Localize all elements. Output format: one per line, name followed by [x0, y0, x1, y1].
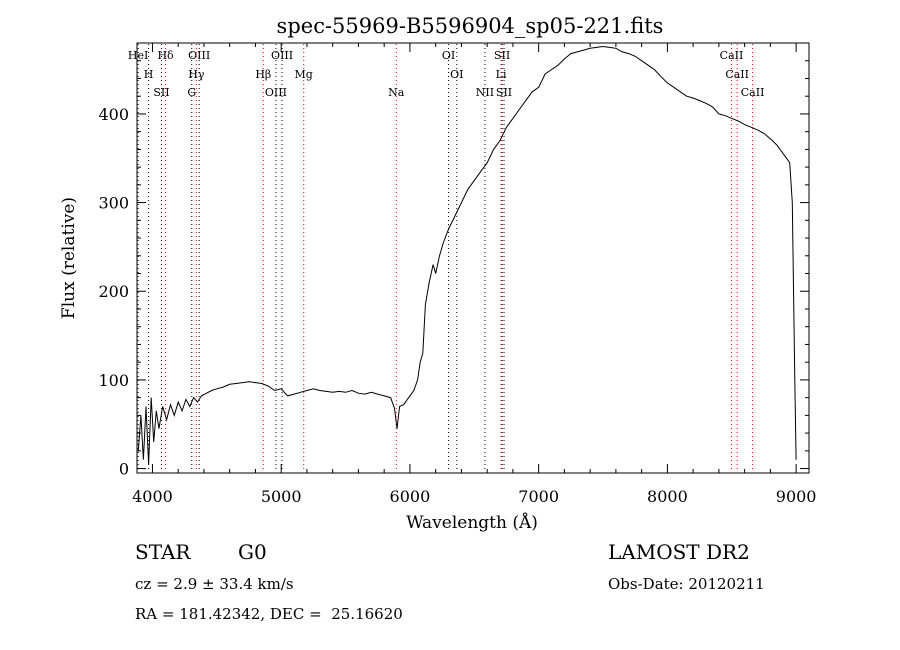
spectral-line-label: SII — [496, 86, 512, 99]
spectral-line-label: Na — [388, 86, 405, 99]
sky-coordinates: RA = 181.42342, DEC = 25.16620 — [135, 605, 403, 623]
y-tick-label: 400 — [98, 105, 129, 124]
redshift-velocity: cz = 2.9 ± 33.4 km/s — [135, 575, 294, 593]
spectral-line-labels: HeIHSIIHδHγGOIIIHβOIIIOIIIMgNaOIOINIISII… — [128, 49, 765, 99]
spectral-line-label: H — [144, 68, 154, 81]
spectral-line-label: OIII — [271, 49, 293, 62]
x-tick-label: 5000 — [261, 487, 302, 506]
spectral-line-label: OI — [442, 49, 455, 62]
object-class: STAR — [135, 540, 191, 564]
x-tick-label: 8000 — [647, 487, 688, 506]
survey-name: LAMOST DR2 — [608, 540, 750, 564]
spectral-line-label: Hδ — [157, 49, 174, 62]
spectral-line-label: SII — [494, 49, 510, 62]
x-tick-label: 4000 — [132, 487, 173, 506]
object-subclass: G0 — [238, 540, 267, 564]
spectral-line-label: HeI — [128, 49, 148, 62]
spectral-line-label: CaII — [741, 86, 765, 99]
x-axis-ticks: 4000 5000 6000 7000 8000 9000 — [132, 43, 816, 506]
plot-frame — [136, 42, 810, 474]
chart-title: spec-55969-B5596904_sp05-221.fits — [277, 14, 664, 38]
spectral-line-label: CaII — [720, 49, 744, 62]
y-tick-label: 0 — [119, 460, 129, 479]
spectral-line-label: Li — [496, 68, 507, 81]
spectral-line-label: Mg — [295, 68, 313, 81]
x-axis-label: Wavelength (Å) — [406, 512, 538, 533]
spectral-line-label: Hβ — [255, 68, 271, 81]
spectral-line-markers — [137, 44, 754, 472]
spectrum-line — [137, 45, 797, 465]
y-tick-label: 100 — [98, 371, 129, 390]
spectral-line-label: NII — [476, 86, 494, 99]
spectral-line-label: Hγ — [188, 68, 205, 81]
spectral-line-label: OI — [450, 68, 463, 81]
y-axis-label: Flux (relative) — [59, 197, 79, 319]
spectral-line-label: SII — [153, 86, 169, 99]
y-tick-label: 200 — [98, 282, 129, 301]
observation-date: Obs-Date: 20120211 — [608, 575, 765, 593]
spectral-line-label: OIII — [265, 86, 287, 99]
spectral-line-label: G — [187, 86, 196, 99]
x-tick-label: 9000 — [776, 487, 817, 506]
spectral-line-label: OIII — [188, 49, 210, 62]
spectral-line-label: CaII — [725, 68, 749, 81]
x-tick-label: 7000 — [518, 487, 559, 506]
y-tick-label: 300 — [98, 194, 129, 213]
y-axis-ticks: 0 100 200 300 400 — [98, 60, 809, 479]
x-tick-label: 6000 — [390, 487, 431, 506]
